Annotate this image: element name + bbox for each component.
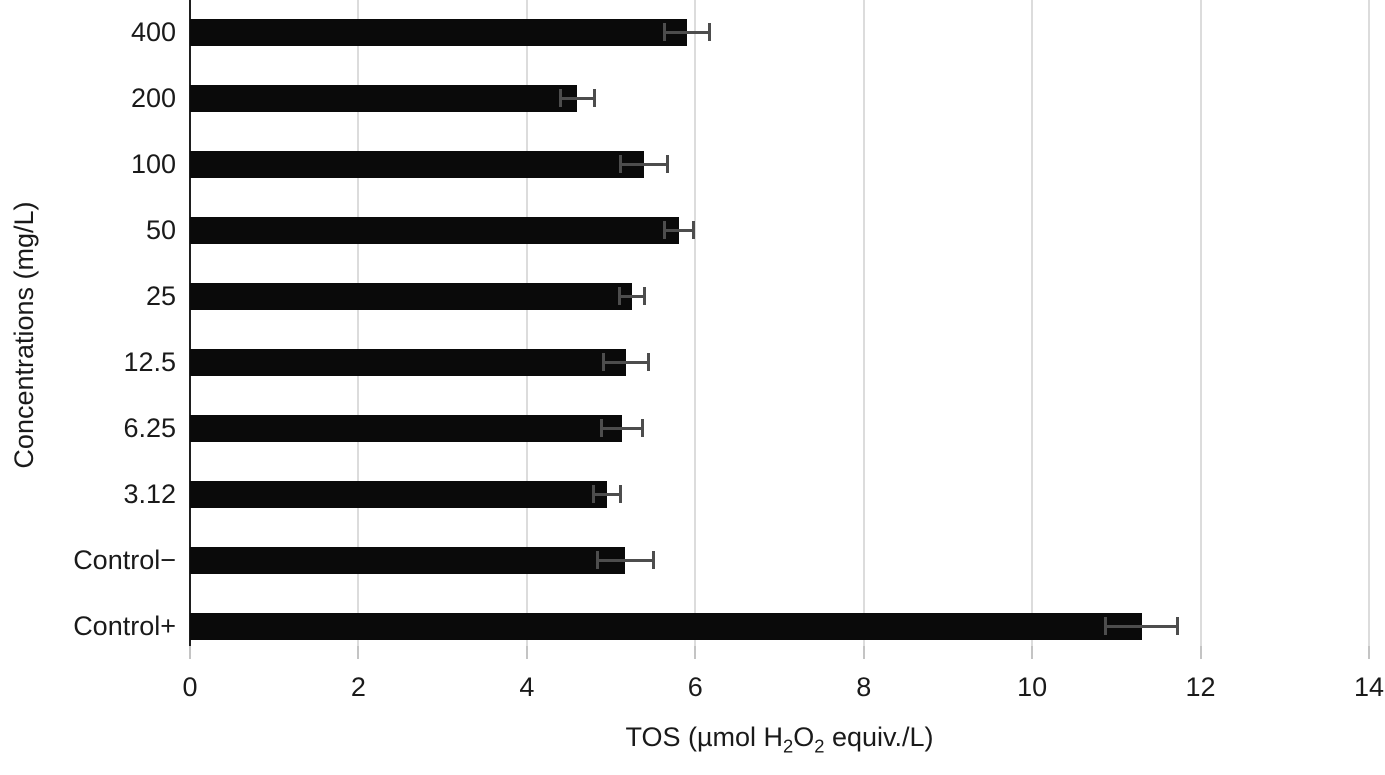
error-bar-cap-inner-400 — [662, 23, 666, 41]
error-bar-cap-outer-100 — [665, 155, 669, 173]
y-tick-label-50: 50 — [145, 215, 176, 245]
y-tick-label-control: Control− — [73, 545, 176, 575]
error-bar-cap-inner-6.25 — [600, 419, 604, 437]
y-tick-label-3.12: 3.12 — [123, 479, 176, 509]
error-bar-line-200 — [560, 96, 595, 100]
error-bar-line-control+ — [1105, 624, 1178, 628]
error-bar-cap-outer-25 — [643, 287, 647, 305]
error-bar-cap-outer-50 — [692, 221, 696, 239]
bar-25 — [190, 282, 633, 310]
error-bar-cap-inner-200 — [559, 89, 563, 107]
plot-area — [190, 0, 1370, 646]
y-tick-label-12.5: 12.5 — [123, 347, 176, 377]
error-bar-cap-inner-control — [596, 551, 600, 569]
error-bar-line-control — [597, 558, 654, 562]
bar-control — [190, 546, 626, 574]
x-tick-label-14: 14 — [1353, 672, 1385, 702]
x-axis-tick-14 — [1368, 646, 1370, 659]
y-tick-label-6.25: 6.25 — [123, 413, 176, 443]
x-axis-title-subscript: 2 — [783, 735, 794, 757]
error-bar-line-50 — [664, 228, 694, 232]
gridline-x-8 — [862, 0, 865, 646]
error-bar-line-12.5 — [603, 360, 649, 364]
bar-6.25 — [190, 414, 623, 442]
error-bar-line-3.12 — [593, 492, 621, 496]
bar-50 — [190, 216, 680, 244]
error-bar-cap-outer-control — [651, 551, 655, 569]
x-axis-tick-10 — [1031, 646, 1034, 659]
x-tick-label-2: 2 — [350, 672, 366, 702]
x-tick-label-12: 12 — [1185, 672, 1216, 702]
x-axis-title: TOS (µmol H2O2 equiv./L) — [190, 722, 1369, 757]
error-bar-cap-inner-control+ — [1103, 617, 1107, 635]
error-bar-cap-outer-200 — [592, 89, 596, 107]
bar-400 — [190, 18, 687, 46]
x-axis-tick-4 — [525, 646, 528, 659]
bar-200 — [190, 84, 578, 112]
x-axis-title-segment: O — [793, 722, 815, 752]
x-axis-tick-0 — [189, 646, 191, 659]
gridline-x-12 — [1199, 0, 1202, 646]
bar-100 — [190, 150, 644, 178]
x-axis-title-segment: TOS (µmol H — [625, 722, 784, 752]
error-bar-cap-inner-25 — [617, 287, 621, 305]
x-axis-title-segment: equiv./L) — [824, 722, 934, 752]
x-tick-label-4: 4 — [519, 672, 535, 702]
y-tick-label-25: 25 — [145, 281, 176, 311]
error-bar-line-25 — [619, 294, 645, 298]
x-axis-title-subscript: 2 — [814, 735, 825, 757]
error-bar-cap-outer-12.5 — [647, 353, 651, 371]
error-bar-cap-outer-6.25 — [640, 419, 644, 437]
y-tick-label-100: 100 — [130, 149, 176, 179]
x-tick-label-6: 6 — [687, 672, 703, 702]
gridline-x-10 — [1031, 0, 1034, 646]
gridline-x-4 — [525, 0, 528, 646]
gridline-x-6 — [694, 0, 697, 646]
y-tick-label-400: 400 — [130, 17, 176, 47]
bar-control+ — [190, 612, 1142, 640]
y-tick-label-200: 200 — [130, 83, 176, 113]
x-tick-label-10: 10 — [1017, 672, 1048, 702]
x-tick-label-8: 8 — [856, 672, 872, 702]
error-bar-cap-inner-12.5 — [601, 353, 605, 371]
y-tick-label-control+: Control+ — [73, 611, 176, 641]
error-bar-cap-inner-50 — [663, 221, 667, 239]
error-bar-cap-outer-3.12 — [618, 485, 622, 503]
x-axis-tick-12 — [1199, 646, 1202, 659]
x-axis-tick-8 — [862, 646, 865, 659]
error-bar-cap-outer-400 — [708, 23, 712, 41]
error-bar-cap-inner-100 — [618, 155, 622, 173]
error-bar-line-6.25 — [601, 426, 643, 430]
gridline-x-14 — [1368, 0, 1370, 646]
bar-12.5 — [190, 348, 627, 376]
error-bar-cap-outer-control+ — [1176, 617, 1180, 635]
x-tick-label-0: 0 — [182, 672, 198, 702]
x-axis-tick-2 — [357, 646, 360, 659]
x-axis-tick-6 — [694, 646, 697, 659]
bar-3.12 — [190, 480, 607, 508]
y-axis-line — [189, 0, 191, 646]
error-bar-cap-inner-3.12 — [591, 485, 595, 503]
error-bar-line-400 — [664, 30, 710, 34]
error-bar-line-100 — [620, 162, 668, 166]
gridline-x-2 — [357, 0, 360, 646]
